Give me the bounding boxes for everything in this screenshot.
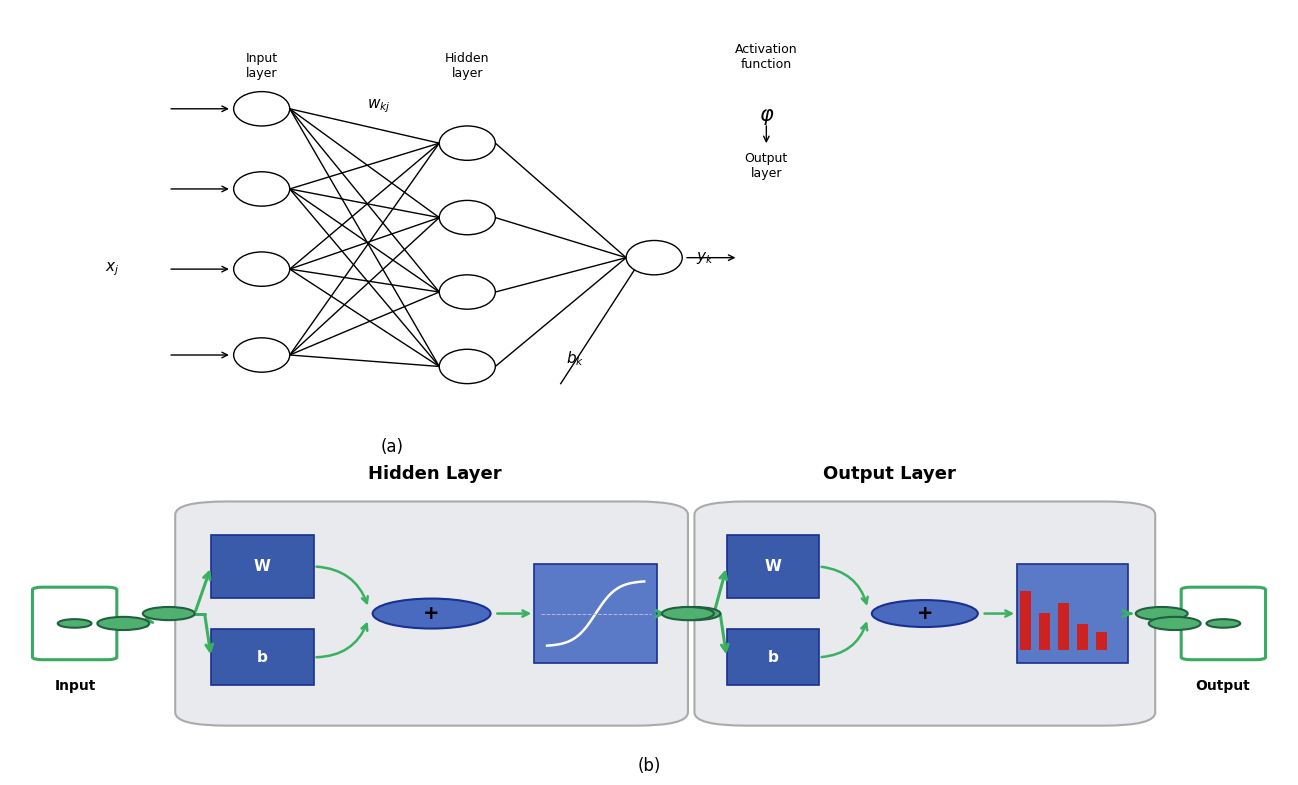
Bar <box>1096 632 1107 650</box>
Text: +: + <box>423 604 440 623</box>
Circle shape <box>234 338 289 372</box>
Text: Activation
function: Activation function <box>735 43 798 71</box>
Circle shape <box>143 607 195 620</box>
Circle shape <box>626 240 683 275</box>
FancyBboxPatch shape <box>32 587 117 659</box>
Circle shape <box>1136 607 1188 620</box>
Text: (a): (a) <box>382 437 404 455</box>
Bar <box>1077 624 1088 650</box>
Circle shape <box>439 126 496 160</box>
Circle shape <box>234 252 289 287</box>
Text: b: b <box>257 650 267 665</box>
Text: Output: Output <box>1195 679 1250 693</box>
Circle shape <box>97 617 149 630</box>
Text: (b): (b) <box>637 757 661 775</box>
Text: Input
layer: Input layer <box>245 52 278 79</box>
Bar <box>535 564 657 663</box>
Bar <box>727 630 819 685</box>
Text: $b_k$: $b_k$ <box>566 349 584 368</box>
Circle shape <box>58 619 91 628</box>
FancyBboxPatch shape <box>1181 587 1266 659</box>
Bar <box>1020 591 1032 650</box>
Circle shape <box>373 599 491 629</box>
FancyBboxPatch shape <box>694 502 1155 725</box>
FancyBboxPatch shape <box>175 502 688 725</box>
Circle shape <box>234 172 289 206</box>
Circle shape <box>1207 619 1241 628</box>
Bar <box>1058 603 1070 650</box>
Bar <box>1018 564 1128 663</box>
Text: +: + <box>916 604 933 623</box>
Text: Output Layer: Output Layer <box>823 466 955 484</box>
Text: $y_k$: $y_k$ <box>696 250 714 265</box>
Text: $\varphi$: $\varphi$ <box>758 108 774 127</box>
Text: b: b <box>767 650 779 665</box>
Circle shape <box>439 200 496 235</box>
Circle shape <box>662 607 714 620</box>
Text: Input: Input <box>55 679 96 693</box>
Bar <box>727 535 819 598</box>
Bar <box>1040 613 1050 650</box>
Circle shape <box>1149 617 1201 630</box>
Bar <box>212 630 314 685</box>
Text: W: W <box>254 559 271 574</box>
Text: $x_j$: $x_j$ <box>105 261 119 278</box>
Circle shape <box>439 275 496 309</box>
Circle shape <box>872 600 977 627</box>
Circle shape <box>234 92 289 126</box>
Circle shape <box>439 349 496 384</box>
Text: Output
layer: Output layer <box>745 152 788 180</box>
Text: Hidden Layer: Hidden Layer <box>369 466 501 484</box>
Text: W: W <box>765 559 781 574</box>
Circle shape <box>668 607 720 620</box>
Text: Hidden
layer: Hidden layer <box>445 52 489 79</box>
Bar <box>212 535 314 598</box>
Text: $w_{kj}$: $w_{kj}$ <box>367 97 391 115</box>
